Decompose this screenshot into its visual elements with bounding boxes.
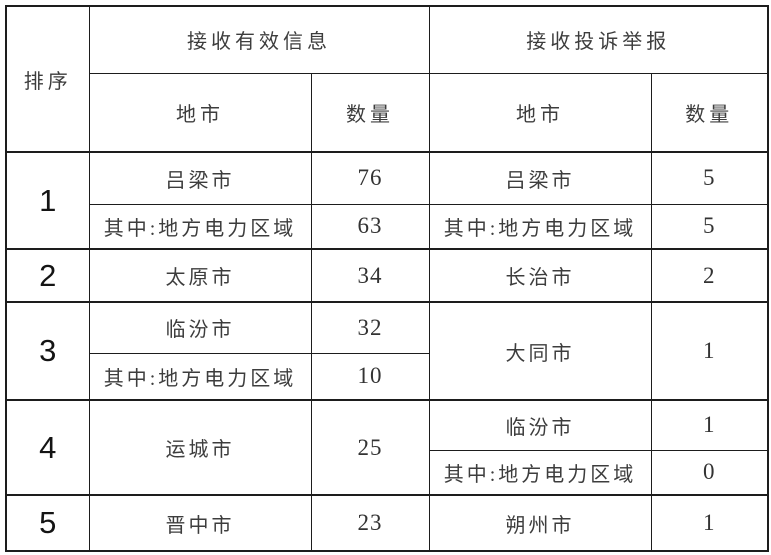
rank-cell: 5 — [5, 494, 90, 552]
count-cell: 76 — [310, 151, 430, 205]
table-row: 其中:地方电力区域 63 其中:地方电力区域 5 — [6, 203, 769, 250]
rank-cell: 4 — [5, 399, 90, 496]
table-row: 4 运城市 25 临汾市 1 — [5, 399, 769, 496]
header-city-left: 地市 — [88, 72, 312, 153]
count-cell: 1 — [650, 494, 769, 552]
count-cell: 2 — [650, 248, 769, 303]
count-cell: 5 — [650, 203, 769, 250]
city-cell: 长治市 — [428, 248, 652, 303]
city-cell: 吕梁市 — [88, 151, 312, 205]
city-ranking-table: 排序 接收有效信息 接收投诉举报 地市 数量 地市 数量 1 吕梁市 76 吕梁… — [5, 5, 769, 552]
city-cell: 大同市 — [428, 301, 652, 401]
rank-cell: 1 — [5, 151, 90, 250]
header-complaint-group: 接收投诉举报 — [428, 5, 769, 74]
count-cell: 32 — [310, 301, 430, 354]
rank-cell: 2 — [5, 248, 90, 303]
city-cell: 太原市 — [88, 248, 312, 303]
count-cell: 63 — [310, 203, 430, 250]
city-cell: 临汾市 — [88, 301, 312, 354]
count-cell: 10 — [310, 352, 430, 401]
header-valid-info-group: 接收有效信息 — [88, 5, 430, 74]
city-cell: 临汾市 — [428, 399, 652, 451]
header-count-right: 数量 — [650, 72, 769, 153]
header-count-left: 数量 — [310, 72, 430, 153]
header-city-right: 地市 — [428, 72, 652, 153]
header-rank: 排序 — [5, 5, 90, 153]
count-cell: 0 — [650, 449, 769, 496]
rank-cell: 3 — [5, 301, 90, 401]
table-row: 1 吕梁市 76 吕梁市 5 — [5, 151, 769, 250]
table-row: 3 临汾市 32 大同市 1 — [5, 301, 769, 401]
city-cell: 吕梁市 — [428, 151, 652, 205]
table-row: 2 太原市 34 长治市 2 — [5, 248, 769, 303]
city-subcell: 其中:地方电力区域 — [428, 203, 652, 250]
count-cell: 5 — [650, 151, 769, 205]
count-cell: 23 — [310, 494, 430, 552]
count-cell: 25 — [310, 399, 430, 496]
city-cell: 晋中市 — [88, 494, 312, 552]
table-row: 5 晋中市 23 朔州市 1 — [5, 494, 769, 552]
city-cell: 朔州市 — [428, 494, 652, 552]
city-cell: 运城市 — [88, 399, 312, 496]
table-row: 其中:地方电力区域 0 — [6, 449, 769, 496]
count-cell: 1 — [650, 399, 769, 451]
city-subcell: 其中:地方电力区域 — [428, 449, 652, 496]
table-row: 其中:地方电力区域 10 — [6, 352, 768, 401]
count-cell: 1 — [650, 301, 769, 401]
city-subcell: 其中:地方电力区域 — [88, 203, 312, 250]
city-subcell: 其中:地方电力区域 — [88, 352, 312, 401]
count-cell: 34 — [310, 248, 430, 303]
